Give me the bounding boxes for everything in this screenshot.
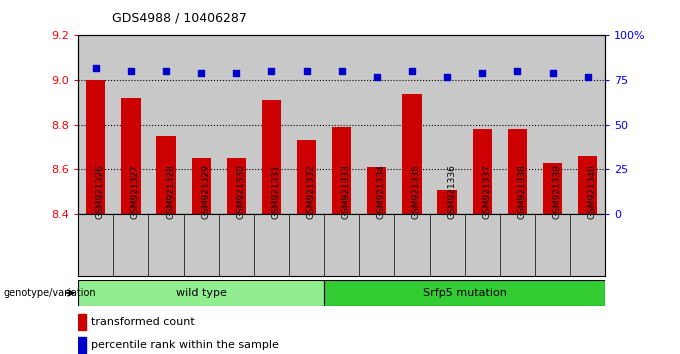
Text: GSM921327: GSM921327	[131, 164, 140, 219]
Bar	[78, 337, 86, 353]
Text: GDS4988 / 10406287: GDS4988 / 10406287	[112, 12, 247, 25]
Point	[442, 74, 453, 79]
Point	[477, 70, 488, 76]
Text: GSM921335: GSM921335	[412, 164, 421, 219]
Point	[301, 68, 312, 74]
Text: GSM921326: GSM921326	[96, 164, 105, 219]
Bar	[78, 314, 86, 331]
Point	[512, 68, 523, 74]
Bar	[332, 127, 352, 214]
Bar	[262, 100, 281, 214]
Text: GSM921329: GSM921329	[201, 164, 210, 219]
Bar	[403, 93, 422, 214]
Bar	[192, 158, 211, 214]
Text: GSM921330: GSM921330	[237, 164, 245, 219]
Text: GSM921337: GSM921337	[482, 164, 491, 219]
Text: GSM921332: GSM921332	[307, 164, 316, 219]
Bar	[324, 280, 605, 306]
Bar	[156, 136, 175, 214]
Text: GSM921334: GSM921334	[377, 164, 386, 219]
Bar	[121, 98, 141, 214]
Text: Srfp5 mutation: Srfp5 mutation	[423, 288, 507, 298]
Text: percentile rank within the sample: percentile rank within the sample	[91, 340, 279, 350]
Point	[125, 68, 136, 74]
Point	[90, 65, 101, 70]
Bar	[578, 156, 597, 214]
Point	[196, 70, 207, 76]
Bar	[226, 158, 246, 214]
Point	[160, 68, 171, 74]
Bar	[86, 80, 105, 214]
Bar	[473, 129, 492, 214]
Bar	[508, 129, 527, 214]
Point	[336, 68, 347, 74]
Point	[407, 68, 418, 74]
Text: GSM921333: GSM921333	[341, 164, 351, 219]
Point	[371, 74, 382, 79]
Bar	[297, 141, 316, 214]
Point	[547, 70, 558, 76]
Text: genotype/variation: genotype/variation	[3, 288, 96, 298]
Text: wild type: wild type	[175, 288, 226, 298]
Text: GSM921339: GSM921339	[552, 164, 562, 219]
Bar	[78, 280, 324, 306]
Bar	[543, 163, 562, 214]
Point	[231, 70, 242, 76]
Text: GSM921338: GSM921338	[517, 164, 526, 219]
Bar	[367, 167, 386, 214]
Text: GSM921336: GSM921336	[447, 164, 456, 219]
Point	[266, 68, 277, 74]
Text: GSM921340: GSM921340	[588, 164, 596, 219]
Point	[582, 74, 593, 79]
Text: GSM921328: GSM921328	[166, 164, 175, 219]
Text: transformed count: transformed count	[91, 317, 194, 327]
Bar	[437, 190, 457, 214]
Text: GSM921331: GSM921331	[271, 164, 280, 219]
